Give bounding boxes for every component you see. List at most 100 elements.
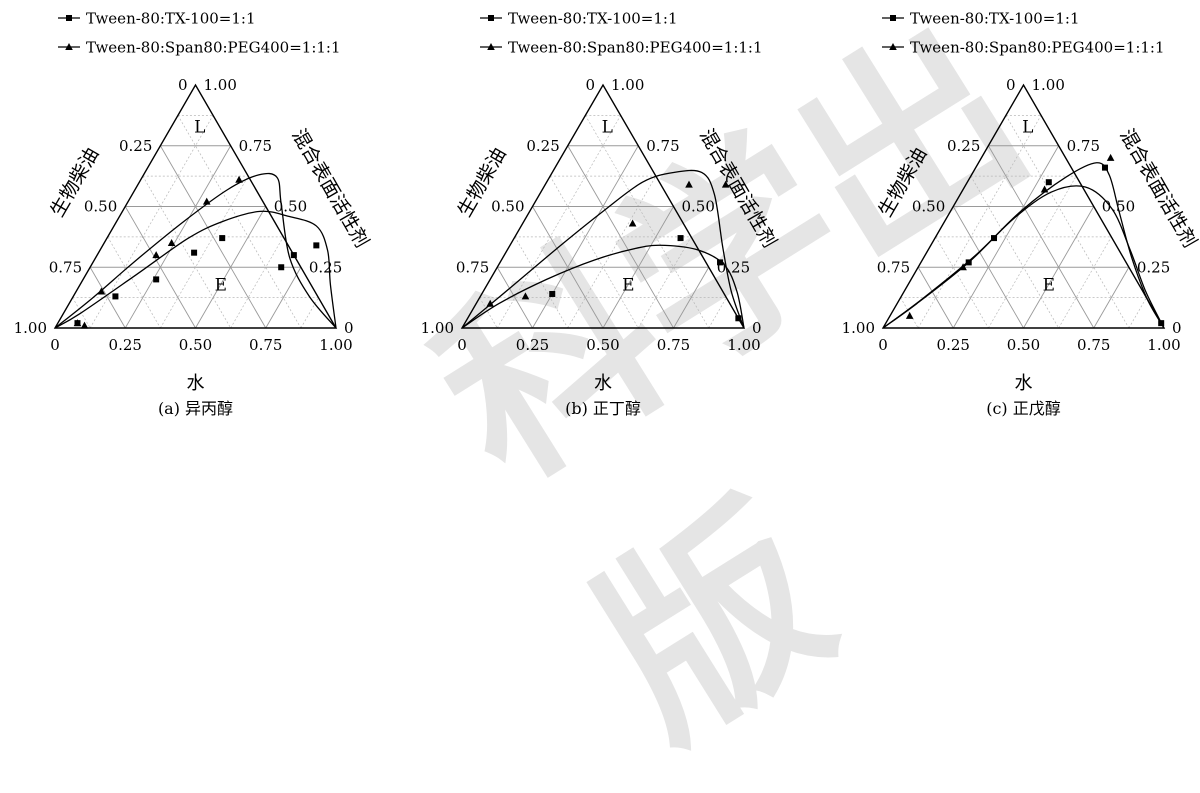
triangle-marker	[152, 251, 160, 259]
axis-title-bottom: 水	[187, 373, 205, 394]
tick-label-bottom: 0.50	[1007, 336, 1040, 354]
tick-label-right: 0	[1172, 319, 1182, 337]
gridline	[1005, 115, 1130, 329]
series-markers	[965, 164, 1165, 327]
tick-label-left: 0.25	[947, 137, 980, 155]
region-label-L: L	[194, 117, 205, 137]
region-label-E: E	[215, 275, 227, 295]
triangle-marker	[889, 43, 897, 50]
gridline	[637, 236, 692, 329]
gridline	[917, 115, 1042, 329]
triangle-marker	[521, 292, 530, 300]
tick-label-bottom: 0.50	[586, 336, 619, 354]
triangle-marker	[73, 319, 82, 327]
tick-label-left: 0.50	[491, 198, 524, 216]
tick-label-right: 0	[344, 319, 354, 337]
tick-label-bottom: 0	[457, 336, 467, 354]
gridline	[142, 175, 231, 329]
gridline	[708, 297, 727, 329]
triangle-marker	[721, 180, 730, 188]
gridline	[124, 206, 196, 329]
series-markers	[549, 235, 742, 322]
legend: Tween-80:TX-100=1:1 Tween-80:Span80:PEG40…	[480, 10, 763, 57]
gridline	[935, 236, 989, 329]
tick-label-left: 1.00	[421, 319, 454, 337]
tick-label-right: 0.75	[1067, 137, 1100, 155]
tick-label-left: 0.75	[49, 258, 82, 276]
tick-label-left: 0	[1006, 76, 1016, 94]
tick-label-left: 1.00	[842, 319, 875, 337]
square-marker	[890, 15, 896, 21]
tick-label-bottom: 0.75	[249, 336, 282, 354]
gridline	[532, 145, 639, 329]
series-markers	[905, 153, 1115, 319]
square-marker	[990, 235, 997, 242]
tick-label-right: 1.00	[1032, 76, 1065, 94]
square-marker	[1045, 179, 1052, 186]
triangle-marker	[235, 175, 243, 183]
gridline	[917, 267, 954, 329]
gridline	[107, 236, 161, 329]
tick-label-bottom: 1.00	[727, 336, 760, 354]
ternary-figure: Tween-80:TX-100=1:1 Tween-80:Span80:PEG40…	[14, 10, 1200, 419]
triangle-marker	[80, 321, 89, 329]
subplot-caption: (a) 异丙醇	[158, 399, 233, 418]
subplot-caption: (c) 正戊醇	[986, 399, 1061, 418]
gridline	[230, 236, 284, 329]
subplot-caption: (b) 正丁醇	[565, 399, 641, 418]
axis-title-right: 混合表面活性剂	[695, 125, 781, 251]
gridline	[673, 267, 710, 329]
region-label-E: E	[622, 275, 634, 295]
gridline	[1023, 206, 1095, 329]
gridline	[585, 115, 710, 329]
square-marker	[290, 252, 297, 259]
region-label-L: L	[1022, 117, 1033, 137]
axis-title-bottom: 水	[594, 373, 612, 394]
square-marker	[278, 264, 285, 271]
tick-label-right: 1.00	[611, 76, 644, 94]
legend-label: Tween-80:Span80:PEG400=1:1:1	[910, 39, 1165, 57]
gridline	[1058, 236, 1112, 329]
square-marker	[66, 15, 72, 21]
gridlines	[900, 115, 1147, 329]
square-marker	[219, 235, 226, 242]
square-marker	[1101, 164, 1108, 171]
triangle-marker	[1106, 153, 1115, 161]
square-marker	[717, 259, 724, 266]
tick-label-right: 0.75	[646, 137, 679, 155]
triangle-marker	[487, 43, 495, 50]
axis-title-right: 混合表面活性剂	[287, 125, 373, 251]
tick-label-right: 0.25	[1137, 258, 1170, 276]
boundary-curve	[54, 210, 337, 329]
triangle-marker	[486, 299, 494, 307]
tick-label-left: 0	[585, 76, 595, 94]
tick-label-bottom: 0.75	[1077, 336, 1110, 354]
triangle-marker	[685, 180, 693, 188]
tick-label-bottom: 1.00	[319, 336, 352, 354]
triangle-marker	[628, 219, 637, 227]
tick-label-left: 0.50	[912, 198, 945, 216]
gridline	[496, 267, 533, 329]
gridline	[265, 267, 302, 329]
boundary-curve	[461, 244, 745, 329]
square-marker	[677, 235, 684, 242]
square-marker	[313, 242, 320, 249]
tick-label-right: 0.50	[274, 198, 307, 216]
gridline	[496, 115, 621, 329]
gridline	[970, 175, 1059, 329]
gridlines	[479, 115, 727, 329]
square-marker	[549, 290, 556, 297]
tick-label-left: 1.00	[14, 319, 47, 337]
legend: Tween-80:TX-100=1:1 Tween-80:Span80:PEG40…	[882, 10, 1165, 57]
gridline	[479, 297, 498, 329]
tick-label-bottom: 0.25	[109, 336, 142, 354]
gridline	[177, 115, 302, 329]
tick-label-right: 1.00	[204, 76, 237, 94]
triangle-marker	[65, 43, 73, 50]
gridline	[952, 206, 1024, 329]
region-label-E: E	[1043, 275, 1055, 295]
square-marker	[965, 259, 972, 266]
tick-label-right: 0.25	[309, 258, 342, 276]
